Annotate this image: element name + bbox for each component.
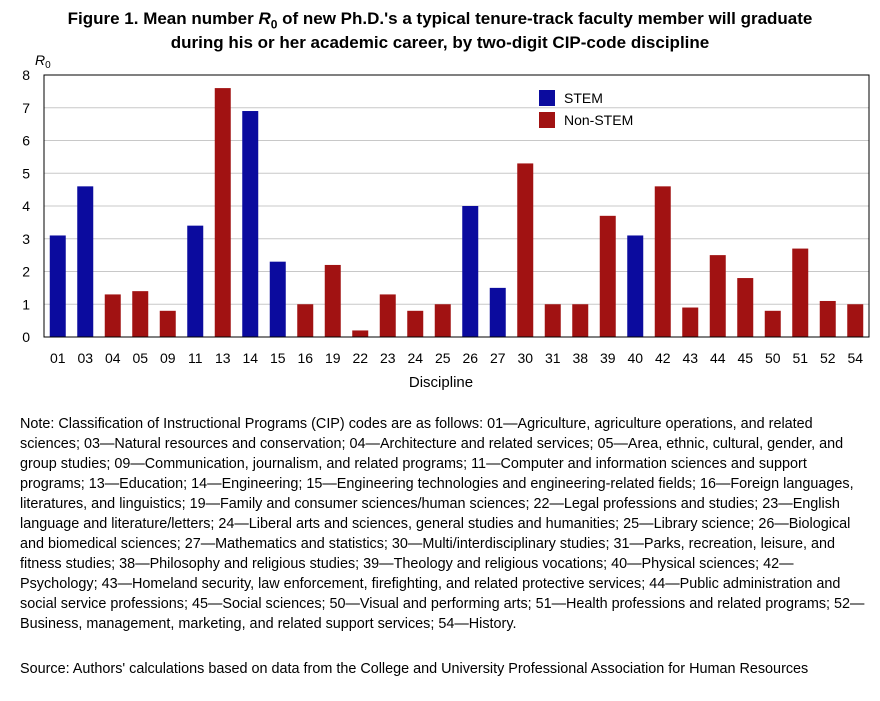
x-tick-label: 14 (242, 350, 258, 366)
x-tick-label: 16 (297, 350, 313, 366)
x-tick-label: 13 (215, 350, 231, 366)
x-tick-label: 24 (407, 350, 423, 366)
legend-swatch (539, 112, 555, 128)
bar-25 (434, 304, 451, 337)
x-tick-label: 04 (105, 350, 121, 366)
y-axis-label: R0 (35, 52, 51, 71)
bar-40 (627, 235, 644, 337)
x-tick-label: 11 (188, 350, 203, 366)
x-tick-label: 31 (545, 350, 561, 366)
bar-45 (737, 278, 754, 337)
x-tick-label: 52 (820, 350, 836, 366)
y-axis: 0 1 2 3 4 5 6 7 8 (22, 67, 30, 345)
x-tick-label: 40 (627, 350, 643, 366)
bar-24 (407, 310, 424, 337)
bars (49, 88, 864, 338)
bar-42 (654, 186, 671, 337)
note-text: Note: Classification of Instructional Pr… (20, 416, 865, 632)
legend-label: Non-STEM (564, 112, 633, 128)
chart-title-line-1: Figure 1. Mean number R0 of new Ph.D.'s … (67, 9, 813, 32)
y-tick-label: 0 (22, 329, 30, 345)
x-tick-label: 54 (847, 350, 863, 366)
x-tick-label: 19 (325, 350, 341, 366)
bar-01 (49, 235, 66, 337)
x-tick-label: 05 (132, 350, 148, 366)
x-tick-label: 27 (490, 350, 506, 366)
x-tick-label: 51 (792, 350, 808, 366)
bar-23 (379, 294, 396, 337)
bar-11 (187, 225, 204, 337)
y-tick-label: 7 (22, 100, 30, 116)
bar-31 (544, 304, 561, 337)
bar-16 (297, 304, 314, 337)
bar-22 (352, 330, 369, 337)
bar-27 (489, 287, 506, 337)
bar-26 (462, 206, 479, 337)
bar-43 (682, 307, 699, 337)
y-tick-label: 1 (22, 296, 30, 312)
y-tick-label: 3 (22, 231, 30, 247)
bar-19 (324, 264, 341, 337)
x-tick-label: 09 (160, 350, 176, 366)
x-tick-label: 45 (737, 350, 753, 366)
x-tick-label: 43 (682, 350, 698, 366)
bar-54 (847, 304, 864, 337)
x-tick-label: 30 (517, 350, 533, 366)
legend: STEM Non-STEM (539, 90, 633, 128)
bar-15 (269, 261, 286, 337)
x-tick-label: 03 (77, 350, 93, 366)
bar-05 (132, 291, 149, 337)
x-tick-label: 01 (50, 350, 66, 366)
x-tick-label: 44 (710, 350, 726, 366)
x-axis-label: Discipline (409, 374, 473, 391)
x-tick-label: 42 (655, 350, 671, 366)
x-tick-label: 15 (270, 350, 286, 366)
x-tick-label: 25 (435, 350, 451, 366)
legend-swatch (539, 90, 555, 106)
bar-14 (242, 111, 259, 338)
bar-04 (104, 294, 121, 337)
x-tick-label: 22 (352, 350, 368, 366)
bar-03 (77, 186, 94, 337)
x-tick-label: 38 (572, 350, 588, 366)
x-tick-label: 23 (380, 350, 396, 366)
x-tick-label: 26 (462, 350, 478, 366)
source-text: Source: Authors' calculations based on d… (20, 661, 809, 677)
y-tick-label: 8 (22, 67, 30, 83)
y-tick-label: 2 (22, 264, 30, 280)
x-tick-label: 39 (600, 350, 616, 366)
bar-52 (819, 300, 836, 337)
y-tick-label: 5 (22, 165, 30, 181)
plot-frame (43, 74, 870, 338)
bar-44 (709, 255, 726, 337)
bar-50 (764, 310, 781, 337)
bar-30 (517, 163, 534, 337)
chart-title-line-2: during his or her academic career, by tw… (170, 33, 710, 52)
gridlines (44, 107, 869, 305)
x-axis: 01 03 04 05 09 11 13 14 15 16 19 22 23 24 25 26 27 30 31 38… (50, 350, 863, 366)
bar-13 (214, 88, 231, 337)
bar-38 (572, 304, 589, 337)
y-tick-label: 4 (22, 198, 30, 214)
bar-39 (599, 215, 616, 337)
bar-09 (159, 310, 176, 337)
y-tick-label: 6 (22, 133, 30, 149)
bar-51 (792, 248, 809, 337)
legend-label: STEM (564, 90, 603, 106)
x-tick-label: 50 (765, 350, 781, 366)
